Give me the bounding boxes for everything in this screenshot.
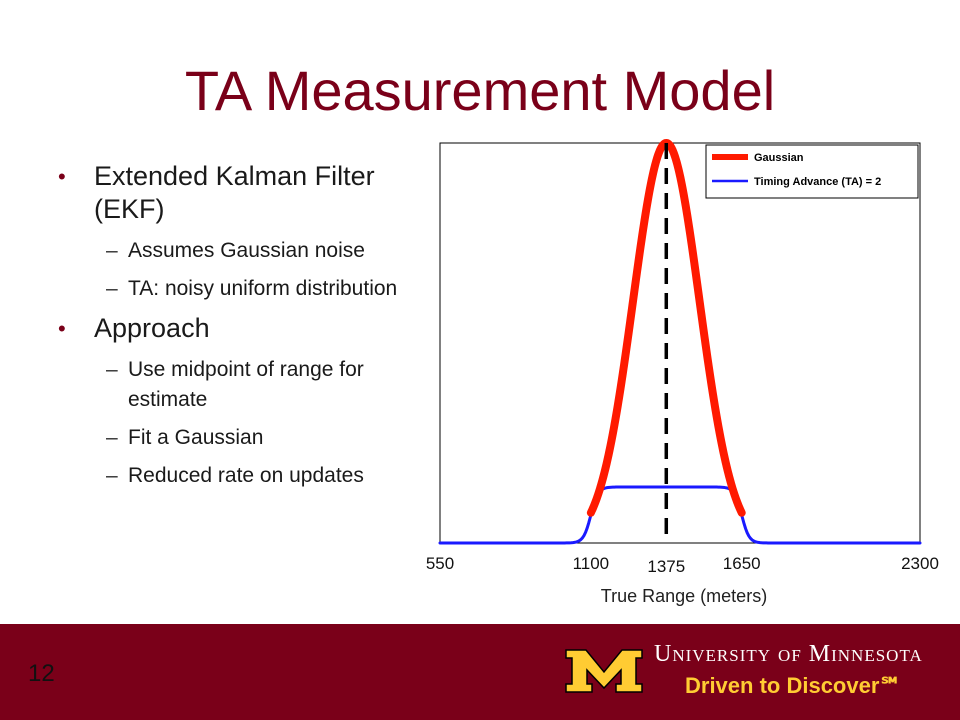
sub-bullet: – Use midpoint of range for estimate (106, 355, 403, 415)
sub-bullet-text: Reduced rate on updates (128, 464, 364, 487)
dash-icon: – (106, 239, 118, 262)
plot-frame (439, 142, 921, 544)
x-tick-label: 1375 (647, 557, 685, 576)
sub-bullet-text: TA: noisy uniform distribution (128, 277, 398, 300)
sub-bullet: – Fit a Gaussian (106, 423, 403, 453)
bullet-approach: • Approach (58, 312, 403, 345)
slide-title: TA Measurement Model (184, 59, 776, 122)
tagline: Driven to Discover℠ (685, 673, 902, 698)
bullet-ekf: • Extended Kalman Filter (EKF) (58, 160, 403, 226)
x-tick-label: 550 (426, 554, 454, 573)
footer-bar (0, 624, 960, 720)
x-axis-label: True Range (meters) (601, 586, 767, 606)
series-line-ta (438, 485, 922, 545)
sub-bullet-text: Assumes Gaussian noise (128, 239, 365, 262)
slide-number: 12 (28, 660, 55, 687)
sub-bullet: – Reduced rate on updates (106, 461, 403, 491)
sub-bullet-text: Fit a Gaussian (128, 426, 264, 449)
university-name: University of Minnesota (654, 641, 923, 667)
bullet-text: Extended Kalman Filter (EKF) (94, 161, 375, 224)
x-tick-label: 2300 (901, 554, 939, 573)
x-tick-label: 1100 (573, 554, 610, 573)
sub-bullet: – Assumes Gaussian noise (106, 236, 403, 266)
sub-bullet-text: Use midpoint of range for estimate (128, 358, 364, 411)
x-tick-label: 1650 (723, 554, 761, 573)
series-layer (438, 139, 922, 545)
legend-label-ta: Timing Advance (TA) = 2 (754, 176, 881, 188)
sub-bullet: – TA: noisy uniform distribution (106, 274, 403, 304)
dash-icon: – (106, 277, 118, 300)
bullet-dot-icon: • (58, 164, 66, 189)
range-chart: 550 1100 1375 1650 2300 True Range (meters) … (426, 139, 939, 606)
bullet-list: • Extended Kalman Filter (EKF) – Assumes… (58, 160, 403, 499)
dash-icon: – (106, 426, 118, 449)
dash-icon: – (106, 464, 118, 487)
bullet-dot-icon: • (58, 316, 66, 341)
university-m-logo-icon (565, 649, 643, 693)
dash-icon: – (106, 358, 118, 381)
bullet-text: Approach (94, 313, 210, 343)
legend-label-gaussian: Gaussian (754, 152, 804, 164)
legend-box (705, 144, 919, 199)
legend: Gaussian Timing Advance (TA) = 2 (705, 144, 919, 199)
tick-layer: 550 1100 1375 1650 2300 (426, 554, 939, 576)
